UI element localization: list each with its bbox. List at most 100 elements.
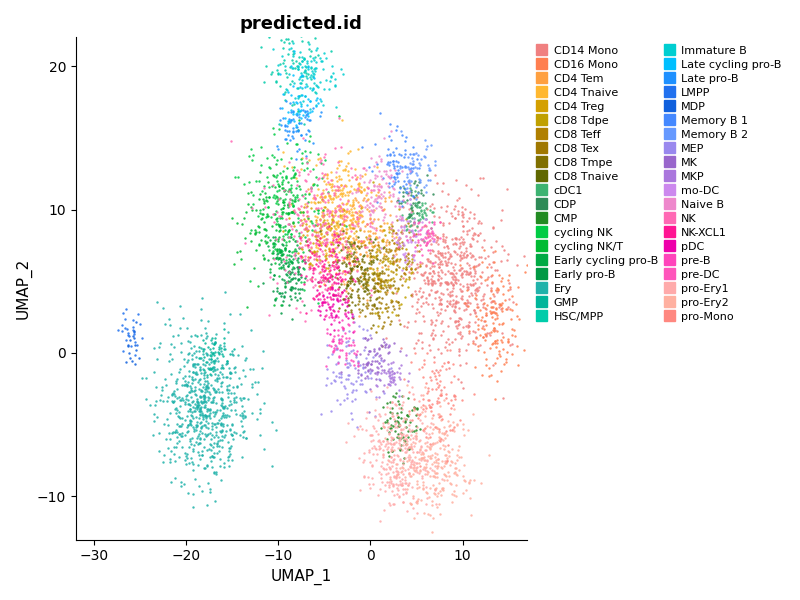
- CD14 Mono: [477, 332, 490, 341]
- pro-Ery2: [451, 419, 464, 428]
- MK: [372, 358, 385, 368]
- Ery: [186, 489, 199, 499]
- CD14 Mono: [460, 358, 473, 368]
- Ery: [164, 349, 177, 359]
- Memory B 1: [394, 150, 407, 160]
- CD4 Treg: [310, 215, 322, 224]
- CD16 Mono: [496, 307, 509, 316]
- MKP: [393, 385, 406, 395]
- CD8 Tnaive: [368, 235, 381, 244]
- Naive B: [378, 187, 390, 197]
- Ery: [223, 425, 236, 434]
- pro-Ery1: [366, 479, 379, 489]
- CD14 Mono: [485, 308, 498, 318]
- NK-XCL1: [308, 295, 321, 304]
- CD16 Mono: [494, 335, 507, 345]
- CD4 Tem: [361, 234, 374, 244]
- Ery: [193, 406, 206, 416]
- CD14 Mono: [462, 339, 474, 349]
- Memory B 1: [383, 157, 396, 166]
- cycling NK: [262, 202, 275, 212]
- CD8 Tmpe: [358, 257, 370, 267]
- Late cycling pro-B: [275, 104, 288, 113]
- Ery: [206, 421, 218, 431]
- CMP: [390, 409, 403, 418]
- Late cycling pro-B: [291, 108, 304, 118]
- CD16 Mono: [463, 326, 476, 336]
- CDP: [426, 190, 439, 199]
- NK-XCL1: [334, 272, 346, 282]
- NK: [320, 227, 333, 237]
- HSC/MPP: [304, 46, 317, 56]
- CD8 Tex: [375, 298, 388, 308]
- pro-Mono: [442, 440, 454, 450]
- CDP: [410, 190, 422, 200]
- LMPP: [129, 350, 142, 360]
- pro-Ery2: [423, 453, 436, 463]
- MKP: [384, 373, 397, 383]
- Immature B: [308, 66, 321, 76]
- pro-Ery1: [367, 449, 380, 459]
- pro-Ery1: [384, 433, 397, 442]
- CD8 Tnaive: [334, 219, 346, 229]
- Early cycling pro-B: [274, 245, 287, 255]
- Ery: [185, 420, 198, 430]
- MK: [371, 367, 384, 377]
- Ery: [188, 407, 201, 416]
- Ery: [239, 355, 252, 365]
- pro-Ery2: [449, 481, 462, 490]
- Memory B 1: [405, 163, 418, 173]
- Ery: [182, 406, 194, 415]
- MEP: [333, 368, 346, 377]
- Late cycling pro-B: [296, 91, 309, 100]
- NK-XCL1: [304, 252, 317, 262]
- NK: [293, 242, 306, 252]
- Ery: [202, 316, 215, 326]
- Early cycling pro-B: [297, 256, 310, 265]
- Ery: [162, 356, 175, 366]
- pro-Ery2: [437, 483, 450, 493]
- pro-Ery1: [370, 427, 382, 436]
- pro-Ery2: [426, 471, 439, 481]
- CD8 Tnaive: [331, 257, 344, 266]
- CD14 Mono: [455, 254, 468, 263]
- Ery: [222, 451, 235, 461]
- Naive B: [374, 193, 387, 202]
- pro-Ery1: [402, 464, 414, 473]
- pro-Ery1: [421, 456, 434, 466]
- CMP: [389, 416, 402, 425]
- pro-Ery2: [409, 466, 422, 475]
- CD14 Mono: [457, 237, 470, 247]
- cycling NK: [292, 228, 305, 238]
- CD16 Mono: [495, 274, 508, 283]
- pro-Ery1: [360, 407, 373, 417]
- CD4 Treg: [318, 202, 331, 212]
- pro-Ery1: [374, 439, 387, 449]
- CD4 Tnaive: [319, 192, 332, 202]
- MKP: [377, 356, 390, 365]
- CD16 Mono: [475, 323, 488, 332]
- Ery: [198, 373, 210, 382]
- NK-XCL1: [328, 264, 341, 274]
- CD16 Mono: [500, 355, 513, 364]
- cDC1: [424, 223, 437, 233]
- CD8 Tdpe: [383, 275, 396, 285]
- HSC/MPP: [286, 100, 298, 109]
- CD14 Mono: [446, 302, 458, 311]
- CMP: [410, 410, 422, 419]
- cycling NK/T: [275, 207, 288, 217]
- CD8 Teff: [385, 274, 398, 284]
- pro-Ery2: [426, 500, 438, 510]
- Early cycling pro-B: [279, 245, 292, 254]
- CD14 Mono: [478, 289, 490, 299]
- CD14 Mono: [416, 338, 429, 347]
- Ery: [194, 404, 206, 414]
- NK: [312, 203, 325, 213]
- Ery: [178, 355, 190, 364]
- MK: [370, 362, 383, 372]
- NK-XCL1: [330, 278, 342, 288]
- Memory B 2: [404, 164, 417, 174]
- Late pro-B: [282, 114, 295, 124]
- MEP: [356, 362, 369, 372]
- Ery: [203, 364, 216, 373]
